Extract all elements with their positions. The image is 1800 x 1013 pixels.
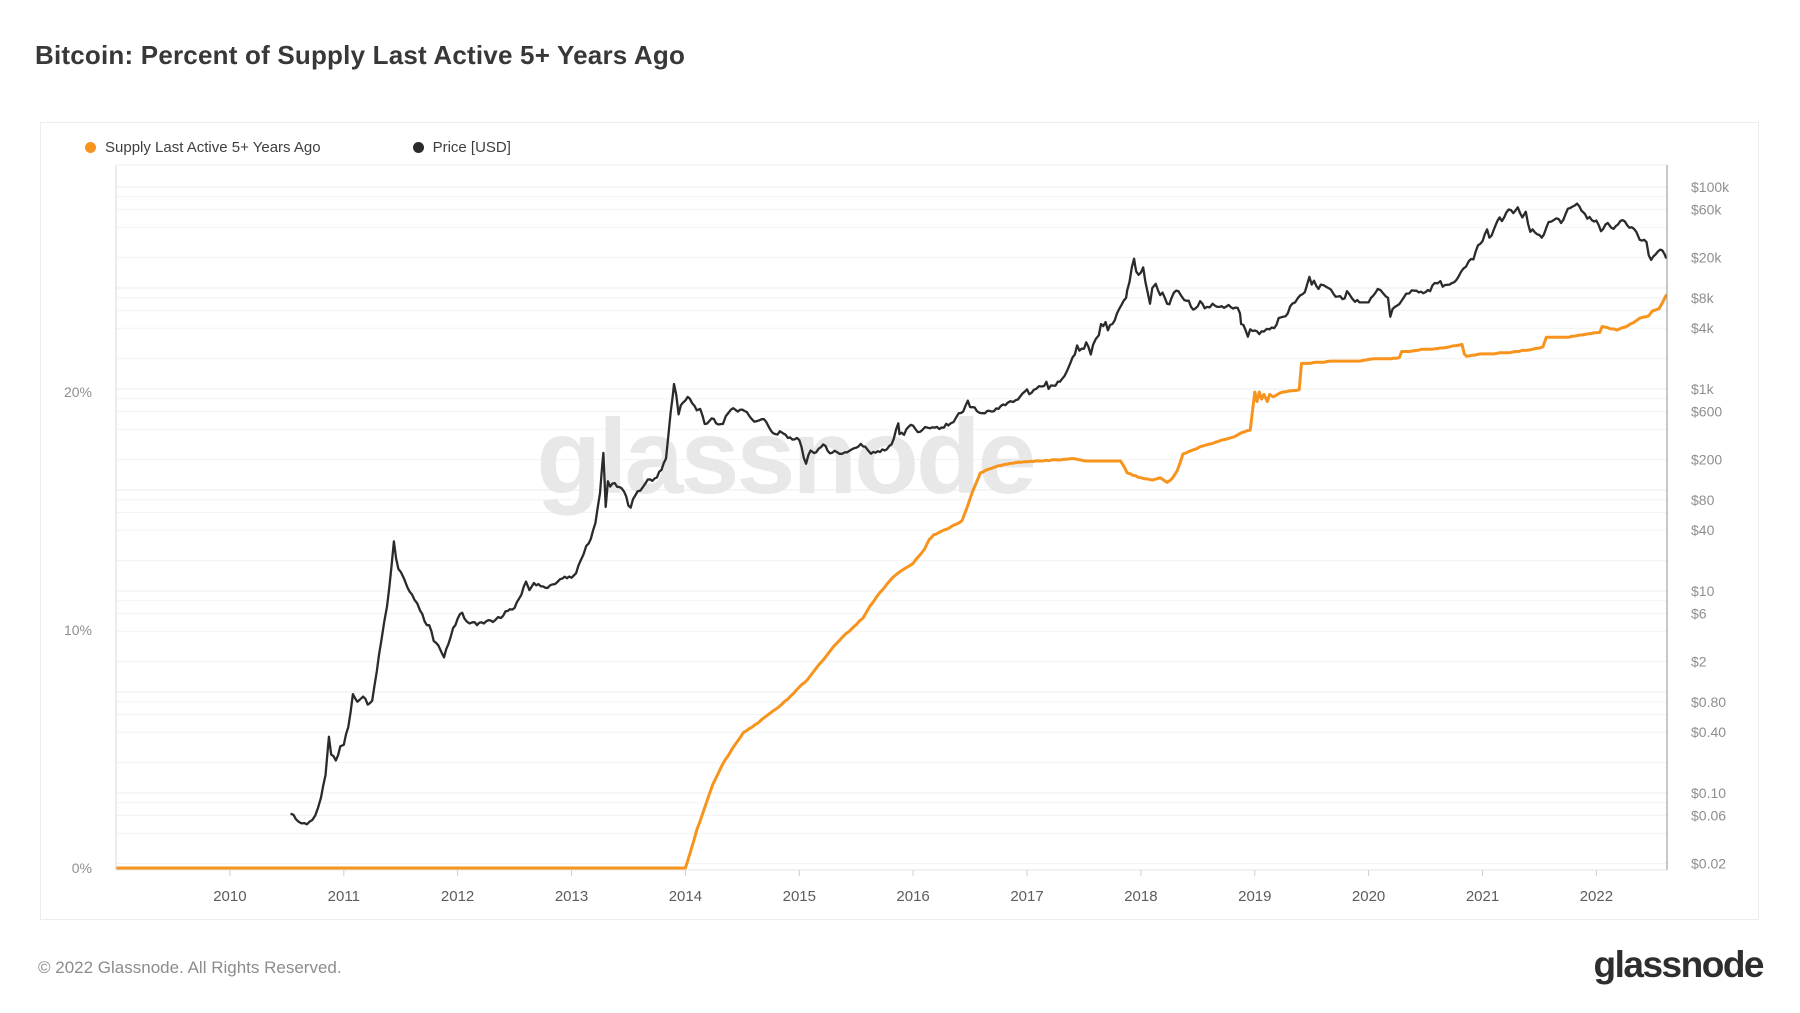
copyright-text: © 2022 Glassnode. All Rights Reserved. <box>38 958 342 977</box>
right-axis-tick-label: $6 <box>1691 605 1707 621</box>
x-axis-tick-label: 2012 <box>441 888 474 905</box>
x-axis-tick-label: 2015 <box>783 888 816 905</box>
x-axis-tick-label: 2017 <box>1010 888 1043 905</box>
right-axis-tick-label: $0.06 <box>1691 807 1726 823</box>
left-axis-tick-label: 0% <box>72 860 92 876</box>
right-axis-tick-label: $0.40 <box>1691 724 1726 740</box>
left-axis-tick-label: 20% <box>64 384 92 400</box>
x-axis-tick-label: 2021 <box>1466 888 1499 905</box>
left-axis-tick-label: 10% <box>64 622 92 638</box>
right-axis-tick-label: $8k <box>1691 290 1715 306</box>
right-axis-tick-label: $20k <box>1691 250 1722 266</box>
right-axis-tick-label: $40 <box>1691 522 1715 538</box>
legend-label-price: Price [USD] <box>432 139 511 156</box>
legend-item-supply[interactable]: Supply Last Active 5+ Years Ago <box>85 139 321 156</box>
x-axis-tick-label: 2019 <box>1238 888 1271 905</box>
right-axis-tick-label: $200 <box>1691 452 1722 468</box>
right-axis-tick-label: $60k <box>1691 201 1722 217</box>
glassnode-watermark: glassnode <box>536 398 1033 516</box>
x-axis-tick-label: 2016 <box>896 888 929 905</box>
legend: Supply Last Active 5+ Years Ago Price [U… <box>85 139 511 156</box>
legend-label-supply: Supply Last Active 5+ Years Ago <box>105 139 321 156</box>
glassnode-logo: glassnode <box>1593 944 1765 985</box>
x-axis-tick-label: 2011 <box>328 888 360 905</box>
right-axis-tick-label: $0.80 <box>1691 694 1726 710</box>
right-axis-tick-label: $100k <box>1691 179 1730 195</box>
x-axis-tick-label: 2020 <box>1352 888 1385 905</box>
x-axis-tick-label: 2022 <box>1580 888 1613 905</box>
x-axis-tick-label: 2010 <box>213 888 246 905</box>
x-axis-tick-label: 2013 <box>555 888 588 905</box>
chart-card <box>40 122 1759 920</box>
legend-swatch-price-icon <box>412 142 424 153</box>
right-axis-tick-label: $0.02 <box>1691 856 1726 872</box>
legend-item-price[interactable]: Price [USD] <box>412 139 511 156</box>
x-axis-tick-label: 2018 <box>1124 888 1157 905</box>
right-axis-tick-label: $600 <box>1691 403 1722 419</box>
right-axis-tick-label: $1k <box>1691 381 1715 397</box>
chart-title: Bitcoin: Percent of Supply Last Active 5… <box>35 40 686 70</box>
series-line-price <box>290 202 1667 826</box>
x-axis-tick-label: 2014 <box>669 888 702 905</box>
right-axis-tick-label: $10 <box>1691 583 1715 599</box>
right-axis-tick-label: $80 <box>1691 492 1715 508</box>
right-axis-tick-label: $0.10 <box>1691 785 1726 801</box>
legend-swatch-supply-icon <box>85 142 96 153</box>
series-line-supply <box>116 294 1667 870</box>
right-axis-tick-label: $4k <box>1691 320 1715 336</box>
right-axis-tick-label: $2 <box>1691 654 1707 670</box>
